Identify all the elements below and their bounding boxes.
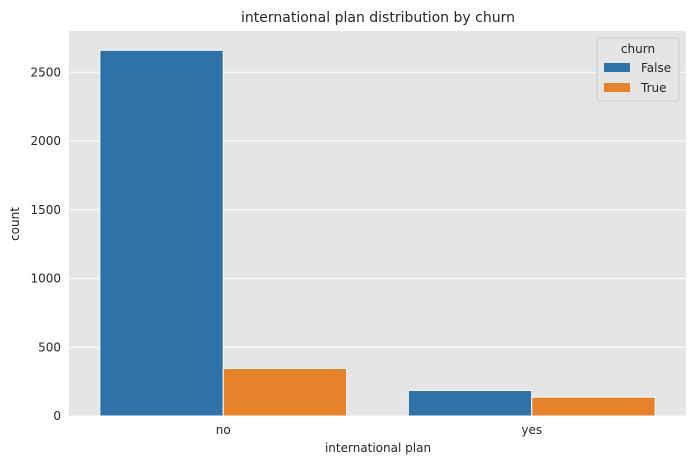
- y-tick-label: 2500: [30, 65, 61, 79]
- bar-yes-false: [408, 390, 531, 416]
- y-tick-label: 0: [53, 409, 61, 423]
- bar-no-true: [223, 368, 346, 416]
- y-tick-label: 2000: [30, 134, 61, 148]
- x-axis-label: international plan: [325, 441, 431, 455]
- legend-swatch-false: [604, 63, 630, 72]
- y-tick-label: 1000: [30, 272, 61, 286]
- y-axis-ticks: 0 500 1000 1500 2000 2500: [30, 65, 61, 423]
- x-tick-label: yes: [521, 423, 542, 437]
- legend-label-true: True: [640, 81, 667, 95]
- legend-title: churn: [621, 42, 655, 56]
- legend: churn False True: [597, 38, 679, 101]
- bar-yes-true: [532, 397, 655, 416]
- x-tick-label: no: [216, 423, 231, 437]
- legend-swatch-true: [604, 83, 630, 92]
- bar-no-false: [100, 50, 223, 416]
- chart-title: international plan distribution by churn: [241, 10, 515, 26]
- x-axis-ticks: no yes: [216, 423, 542, 437]
- y-tick-label: 500: [38, 340, 61, 354]
- y-tick-label: 1500: [30, 203, 61, 217]
- legend-label-false: False: [641, 61, 671, 75]
- y-axis-label: count: [8, 207, 22, 241]
